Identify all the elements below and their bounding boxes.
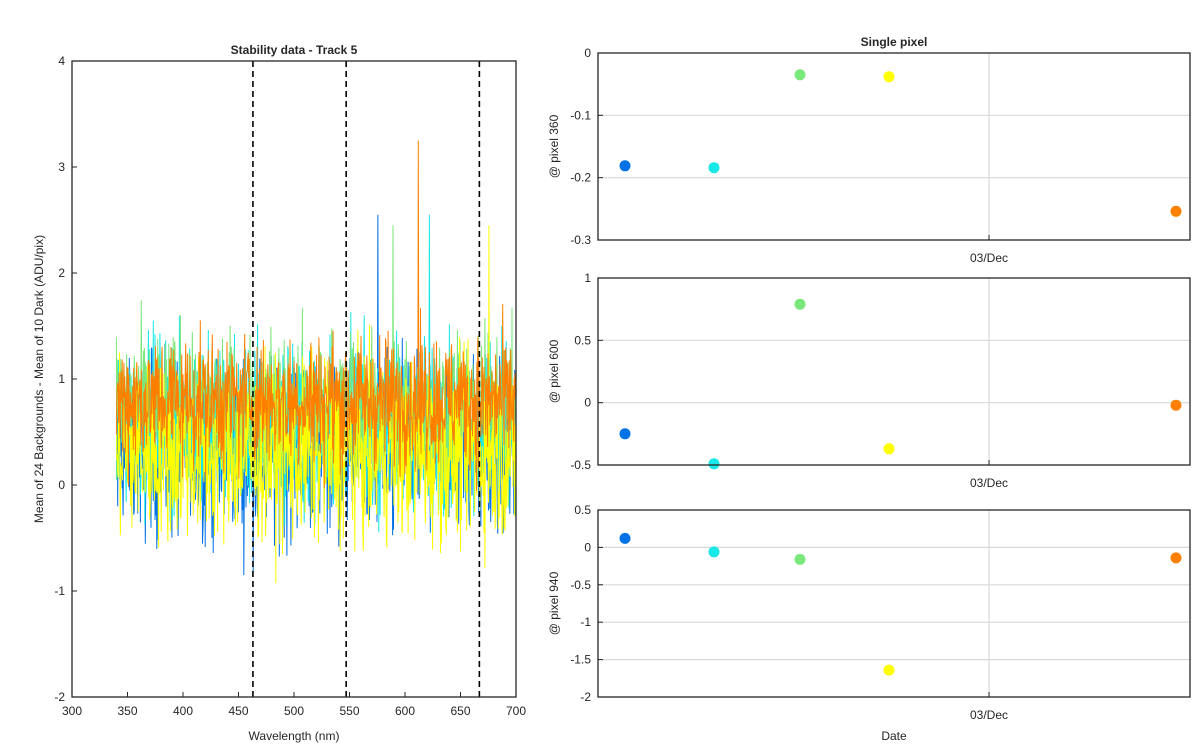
spectrum-series-group <box>115 140 517 584</box>
y-tick-label: -0.5 <box>570 458 591 472</box>
y-tick-labels: -2 -1 0 1 2 3 4 <box>54 54 77 704</box>
date-tick-label: 03/Dec <box>970 476 1008 490</box>
single-pixel-title: Single pixel <box>861 35 928 49</box>
data-point <box>883 664 895 676</box>
y-tick-label: -0.1 <box>570 108 591 122</box>
single-pixel-plots: -0.3 -0.2 -0.1 0 03/Dec @ pixel 360 -0.5 0 0.5 1 0… <box>547 46 1191 722</box>
data-point <box>708 162 720 174</box>
pixel-plot-y-axis-label: @ pixel 360 <box>547 114 561 178</box>
data-point <box>794 298 806 310</box>
date-tick-label: 03/Dec <box>970 251 1008 265</box>
data-point <box>1170 552 1182 564</box>
vertical-marker-lines <box>252 61 481 697</box>
pixel-plot-c: -2 -1.5 -1 -0.5 0 0.5 03/Dec @ pixel 940 <box>547 503 1191 722</box>
y-tick-label: -0.3 <box>570 233 591 247</box>
x-tick-label: 700 <box>506 704 526 718</box>
x-tick-label: 650 <box>450 704 470 718</box>
x-tick-label: 500 <box>284 704 304 718</box>
y-tick-label: 2 <box>58 266 65 280</box>
pixel-plot-y-axis-label: @ pixel 600 <box>547 339 561 403</box>
x-tick-label: 600 <box>395 704 415 718</box>
x-tick-label: 400 <box>173 704 193 718</box>
y-tick-label: -0.2 <box>570 171 591 185</box>
data-point <box>619 532 631 544</box>
y-tick-label: 0 <box>584 46 591 60</box>
y-tick-label: -0.5 <box>570 578 591 592</box>
data-point <box>883 443 895 455</box>
y-tick-label: 0 <box>584 396 591 410</box>
data-point <box>619 428 631 440</box>
y-tick-label: 4 <box>58 54 65 68</box>
data-point <box>794 553 806 565</box>
stability-plot-x-axis-label: Wavelength (nm) <box>249 729 340 743</box>
y-tick-label: -1 <box>580 615 591 629</box>
y-tick-label: -1 <box>54 584 65 598</box>
pixel-plot-b: -0.5 0 0.5 1 03/Dec @ pixel 600 <box>547 271 1191 490</box>
y-tick-label: 1 <box>58 372 65 386</box>
data-point <box>1170 399 1182 411</box>
spectrum-series-5 <box>115 140 517 491</box>
stability-plot-y-axis-label: Mean of 24 Backgrounds - Mean of 10 Dark… <box>32 235 46 523</box>
stability-plot-title: Stability data - Track 5 <box>231 43 358 57</box>
pixel-plot-frame <box>597 52 1191 241</box>
date-axis-label: Date <box>881 729 907 743</box>
y-tick-label: 0 <box>584 540 591 554</box>
x-tick-label: 550 <box>339 704 359 718</box>
y-tick-label: 0.5 <box>574 333 591 347</box>
y-tick-label: 0.5 <box>574 503 591 517</box>
y-tick-label: 0 <box>58 478 65 492</box>
y-tick-label: 1 <box>584 271 591 285</box>
data-point <box>619 160 631 172</box>
y-tick-label: -2 <box>54 690 65 704</box>
data-point <box>1170 205 1182 217</box>
x-tick-labels: 300 350 400 450 500 550 600 650 700 <box>62 692 526 718</box>
x-tick-label: 350 <box>117 704 137 718</box>
data-point <box>708 458 720 470</box>
x-tick-label: 450 <box>228 704 248 718</box>
data-point <box>708 546 720 558</box>
pixel-plot-frame <box>597 277 1191 466</box>
pixel-plot-frame <box>597 509 1191 698</box>
y-tick-label: 3 <box>58 160 65 174</box>
y-tick-label: -2 <box>580 690 591 704</box>
pixel-plot-y-axis-label: @ pixel 940 <box>547 571 561 635</box>
pixel-plot-a: -0.3 -0.2 -0.1 0 03/Dec @ pixel 360 <box>547 46 1191 265</box>
x-tick-label: 300 <box>62 704 82 718</box>
date-tick-label: 03/Dec <box>970 708 1008 722</box>
y-tick-label: -1.5 <box>570 653 591 667</box>
data-point <box>794 69 806 81</box>
stability-plot: 300 350 400 450 500 550 600 650 700 -2 -1 0 1 2 3 4 St… <box>32 43 526 743</box>
data-point <box>883 71 895 83</box>
